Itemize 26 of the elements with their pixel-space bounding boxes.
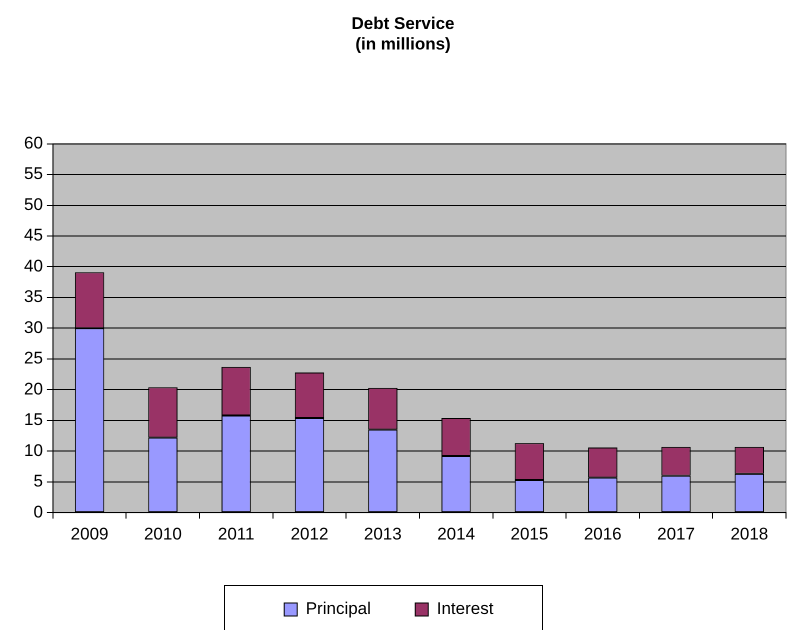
x-tick-label: 2013 <box>364 524 402 544</box>
chart-title: Debt Service (in millions) <box>352 14 454 54</box>
legend-label: Interest <box>436 599 522 618</box>
y-tick-label: 45 <box>24 226 43 245</box>
x-tick-label: 2010 <box>144 524 182 544</box>
x-tick-label: 2017 <box>657 524 695 544</box>
x-tick-label: 2018 <box>730 524 768 544</box>
x-tick-label: 2012 <box>290 524 328 544</box>
y-tick-label: 20 <box>24 379 43 398</box>
x-tick-label: 2009 <box>70 524 108 544</box>
y-tick-label: 5 <box>33 472 43 491</box>
y-tick-label: 35 <box>24 287 43 306</box>
y-tick-label: 55 <box>24 164 43 184</box>
y-tick-label: 60 <box>24 133 43 152</box>
y-tick-label: 40 <box>24 256 43 276</box>
x-tick-label: 2016 <box>584 524 622 544</box>
y-tick-label: 50 <box>24 194 43 214</box>
y-tick-label: 30 <box>24 318 43 337</box>
x-tick-label: 2011 <box>218 524 254 544</box>
y-tick-label: 10 <box>24 440 43 460</box>
legend-label: Principal <box>306 599 400 618</box>
y-tick-label: 25 <box>24 348 43 368</box>
x-tick-label: 2015 <box>510 524 548 544</box>
y-tick-label: 0 <box>33 502 43 522</box>
x-tick-label: 2014 <box>437 524 476 544</box>
y-tick-label: 15 <box>24 410 43 430</box>
